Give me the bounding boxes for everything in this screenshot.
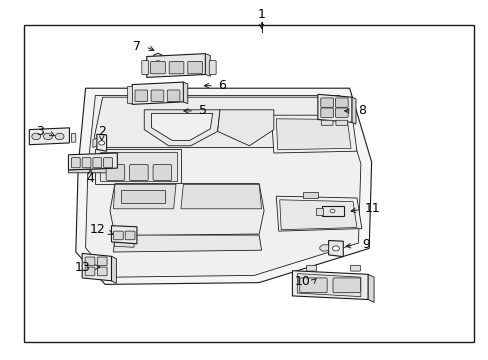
Polygon shape <box>85 95 360 277</box>
FancyBboxPatch shape <box>320 108 333 117</box>
Polygon shape <box>367 274 373 302</box>
Polygon shape <box>205 54 210 76</box>
Polygon shape <box>94 97 354 148</box>
Text: 9: 9 <box>361 238 369 251</box>
Polygon shape <box>271 115 356 153</box>
Polygon shape <box>111 226 137 244</box>
FancyBboxPatch shape <box>332 278 360 293</box>
Polygon shape <box>279 200 356 230</box>
Polygon shape <box>68 153 117 170</box>
Polygon shape <box>328 240 343 257</box>
FancyBboxPatch shape <box>71 134 76 142</box>
FancyBboxPatch shape <box>85 257 95 266</box>
FancyBboxPatch shape <box>299 278 326 293</box>
Polygon shape <box>132 82 183 104</box>
FancyBboxPatch shape <box>97 257 107 266</box>
Circle shape <box>55 133 64 140</box>
FancyBboxPatch shape <box>151 90 163 102</box>
Bar <box>315 208 322 215</box>
Text: 8: 8 <box>357 104 365 117</box>
FancyBboxPatch shape <box>306 265 316 271</box>
FancyBboxPatch shape <box>106 165 124 180</box>
Text: 1: 1 <box>257 8 265 21</box>
Polygon shape <box>153 53 162 60</box>
Text: 4: 4 <box>86 172 94 185</box>
Text: 5: 5 <box>199 104 206 117</box>
FancyBboxPatch shape <box>167 90 180 102</box>
Polygon shape <box>351 97 355 124</box>
Text: 10: 10 <box>294 275 309 288</box>
Polygon shape <box>276 119 350 150</box>
FancyBboxPatch shape <box>129 165 148 180</box>
FancyBboxPatch shape <box>335 108 347 117</box>
Polygon shape <box>146 54 205 77</box>
Polygon shape <box>217 110 273 146</box>
Polygon shape <box>181 184 261 209</box>
FancyBboxPatch shape <box>169 62 183 74</box>
Text: 3: 3 <box>36 125 44 138</box>
Bar <box>303 192 317 198</box>
Polygon shape <box>82 253 111 281</box>
Polygon shape <box>113 184 176 209</box>
FancyBboxPatch shape <box>103 158 112 168</box>
FancyBboxPatch shape <box>135 90 147 102</box>
FancyBboxPatch shape <box>209 60 216 75</box>
FancyBboxPatch shape <box>113 231 123 240</box>
Polygon shape <box>95 149 181 184</box>
Polygon shape <box>276 196 361 231</box>
FancyBboxPatch shape <box>142 60 148 75</box>
Polygon shape <box>319 245 328 251</box>
FancyBboxPatch shape <box>153 165 171 180</box>
Circle shape <box>329 209 334 213</box>
Text: 11: 11 <box>364 202 380 215</box>
FancyBboxPatch shape <box>85 267 95 276</box>
Bar <box>24 25 473 342</box>
Circle shape <box>32 133 41 140</box>
Polygon shape <box>110 184 264 236</box>
Bar <box>121 190 165 203</box>
Polygon shape <box>100 152 177 181</box>
Polygon shape <box>113 235 261 252</box>
Polygon shape <box>111 256 116 283</box>
Polygon shape <box>144 110 220 146</box>
FancyBboxPatch shape <box>71 158 80 168</box>
Polygon shape <box>68 168 117 173</box>
FancyBboxPatch shape <box>320 98 333 107</box>
Polygon shape <box>97 134 106 151</box>
FancyBboxPatch shape <box>97 267 107 276</box>
FancyBboxPatch shape <box>82 158 91 168</box>
FancyBboxPatch shape <box>93 158 102 168</box>
Polygon shape <box>292 271 367 300</box>
Polygon shape <box>151 113 212 140</box>
FancyBboxPatch shape <box>187 62 202 74</box>
Polygon shape <box>183 82 187 104</box>
FancyBboxPatch shape <box>150 62 165 74</box>
Circle shape <box>99 141 104 145</box>
FancyBboxPatch shape <box>335 120 347 125</box>
FancyBboxPatch shape <box>321 120 332 125</box>
Polygon shape <box>93 139 97 148</box>
Text: 6: 6 <box>218 79 226 92</box>
Circle shape <box>43 133 52 140</box>
Polygon shape <box>29 128 69 145</box>
Text: 13: 13 <box>74 261 90 274</box>
Polygon shape <box>317 94 351 122</box>
Polygon shape <box>114 242 134 247</box>
FancyBboxPatch shape <box>335 98 347 107</box>
Circle shape <box>332 246 339 251</box>
Polygon shape <box>127 86 132 103</box>
Text: 12: 12 <box>90 223 105 236</box>
Text: 7: 7 <box>133 40 141 53</box>
Bar <box>156 59 159 66</box>
Polygon shape <box>76 88 371 284</box>
Text: 2: 2 <box>98 125 105 138</box>
Polygon shape <box>297 274 360 297</box>
Polygon shape <box>321 206 343 216</box>
FancyBboxPatch shape <box>350 265 360 271</box>
FancyBboxPatch shape <box>125 231 135 240</box>
